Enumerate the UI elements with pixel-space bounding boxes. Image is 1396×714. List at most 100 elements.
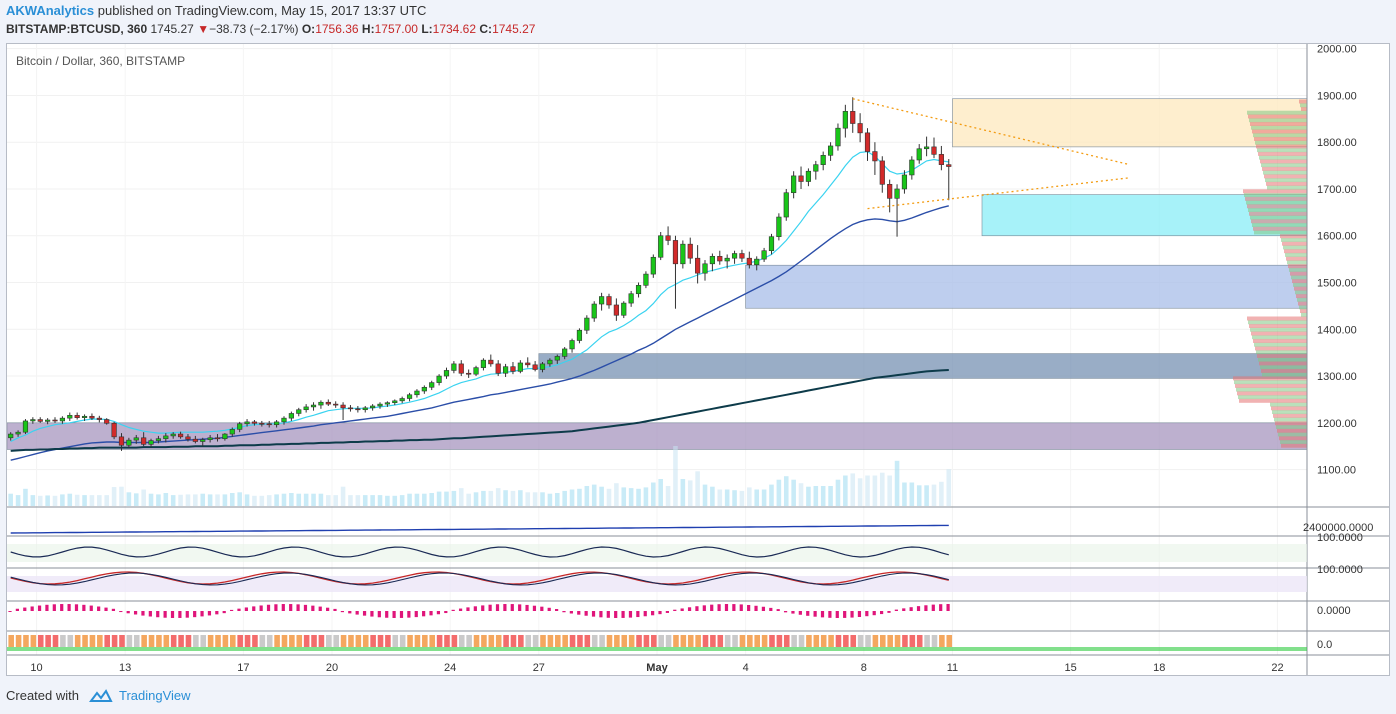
x-tick-label: 24 bbox=[444, 662, 456, 674]
candle-body bbox=[635, 285, 642, 295]
squeeze-bar bbox=[289, 635, 295, 647]
volume-profile-bar bbox=[1250, 327, 1307, 332]
volume-profile-bar bbox=[1256, 144, 1307, 149]
candle bbox=[525, 357, 531, 368]
momentum-bar bbox=[222, 611, 226, 614]
candle-body bbox=[857, 123, 863, 134]
candle-body bbox=[333, 403, 339, 406]
candle bbox=[938, 145, 944, 171]
momentum-bar bbox=[97, 606, 101, 611]
squeeze-bar bbox=[857, 635, 864, 647]
volume-profile-bar bbox=[1254, 230, 1307, 235]
candle-body bbox=[658, 235, 664, 258]
candle bbox=[429, 380, 435, 391]
candle-body bbox=[901, 174, 908, 190]
x-tick-label: 11 bbox=[947, 662, 958, 674]
candle-body bbox=[118, 436, 125, 446]
volume-profile-bar bbox=[1277, 428, 1307, 433]
candle-body bbox=[192, 438, 198, 442]
candle-body bbox=[303, 406, 309, 411]
y-tick-label: 2000.00 bbox=[1317, 44, 1357, 56]
volume-bar bbox=[266, 495, 272, 506]
volume-bar bbox=[414, 493, 420, 506]
zone-0 bbox=[952, 98, 1308, 148]
candle bbox=[22, 419, 29, 435]
candle-body bbox=[887, 184, 893, 199]
candle bbox=[850, 97, 856, 133]
candle bbox=[517, 360, 523, 374]
volume-profile-bar bbox=[1249, 118, 1307, 123]
candle-body bbox=[864, 132, 871, 152]
y-tick-label: 1600.00 bbox=[1317, 231, 1357, 243]
candle bbox=[768, 233, 775, 255]
squeeze-bar bbox=[89, 635, 96, 647]
y-tick-label: 1200.00 bbox=[1317, 418, 1357, 430]
squeeze-bar bbox=[207, 635, 214, 647]
candle-body bbox=[296, 409, 302, 414]
momentum-bar bbox=[163, 611, 167, 618]
candle bbox=[946, 159, 952, 201]
candle-body bbox=[406, 394, 413, 399]
volume-profile-bar bbox=[1245, 196, 1307, 201]
squeeze-bar bbox=[8, 635, 14, 647]
momentum-bar bbox=[850, 611, 854, 618]
momentum-bar bbox=[562, 611, 566, 613]
candle-body bbox=[384, 402, 390, 405]
candle-body bbox=[355, 408, 361, 411]
volume-bar bbox=[399, 495, 405, 506]
candle-body bbox=[562, 348, 568, 357]
momentum-bar bbox=[266, 604, 271, 611]
squeeze-bar bbox=[695, 635, 701, 647]
volume-profile-bar bbox=[1255, 140, 1307, 145]
squeeze-bar bbox=[687, 635, 694, 647]
volume-profile-bar bbox=[1252, 335, 1307, 340]
squeeze-bar bbox=[215, 635, 221, 647]
volume-bar bbox=[695, 471, 700, 506]
y-tick-label: 1500.00 bbox=[1317, 278, 1357, 290]
candle-body bbox=[414, 390, 420, 396]
squeeze-bar bbox=[97, 635, 103, 647]
price-chart[interactable]: 1100.00 1200.00 1300.00 1400.00 1500.00 1600.… bbox=[7, 44, 1389, 675]
volume-profile-bar bbox=[1290, 271, 1307, 276]
squeeze-bar bbox=[133, 635, 140, 647]
series-line-0 bbox=[10, 150, 949, 443]
volume-profile-bar bbox=[1301, 312, 1307, 317]
volume-bar bbox=[569, 489, 575, 506]
volume-bar bbox=[333, 495, 338, 506]
volume-profile-bar bbox=[1238, 395, 1307, 400]
candle-body bbox=[15, 431, 21, 435]
momentum-bar bbox=[333, 608, 337, 611]
triangle-lower-line bbox=[867, 177, 1130, 210]
momentum-bar bbox=[813, 611, 817, 617]
squeeze-bar bbox=[82, 635, 88, 647]
volume-bar bbox=[229, 493, 235, 506]
candle bbox=[502, 363, 509, 377]
momentum-bar bbox=[407, 611, 411, 618]
author-name[interactable]: AKWAnalytics bbox=[6, 3, 95, 18]
candle-body bbox=[244, 421, 250, 425]
candle-body bbox=[155, 438, 162, 441]
candle bbox=[126, 437, 132, 449]
squeeze-bar bbox=[37, 635, 44, 647]
chart-panel[interactable]: 1100.00 1200.00 1300.00 1400.00 1500.00 1600.… bbox=[6, 43, 1390, 676]
squeeze-bar bbox=[872, 635, 879, 647]
volume-profile-bar bbox=[1260, 159, 1307, 164]
candle bbox=[89, 413, 95, 421]
candle bbox=[901, 170, 908, 194]
candle bbox=[909, 156, 915, 180]
squeeze-bar bbox=[916, 635, 923, 647]
candle-body bbox=[746, 257, 752, 266]
candle-body bbox=[81, 415, 88, 418]
momentum-bar bbox=[680, 608, 684, 611]
tradingview-link[interactable]: TradingView bbox=[118, 688, 191, 703]
squeeze-bar bbox=[229, 635, 236, 647]
momentum-bar bbox=[318, 606, 322, 611]
volume-profile-bar bbox=[1252, 222, 1307, 227]
volume-profile-bar bbox=[1279, 436, 1307, 441]
squeeze-bar bbox=[74, 635, 81, 647]
x-tick-label: 17 bbox=[237, 662, 249, 674]
candle bbox=[325, 399, 331, 406]
candle-body bbox=[532, 364, 538, 370]
momentum-bar bbox=[15, 608, 19, 611]
volume-profile-bar bbox=[1259, 155, 1307, 160]
